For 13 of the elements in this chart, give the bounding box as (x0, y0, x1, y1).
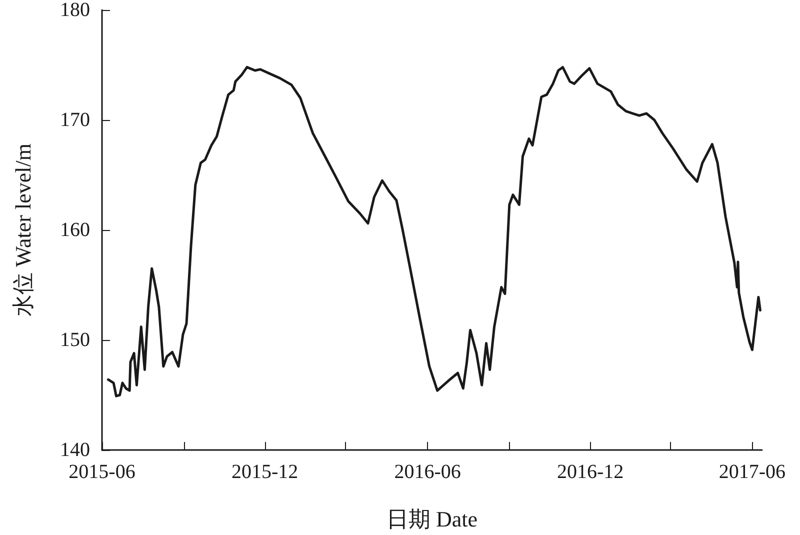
y-tick-label: 150 (60, 329, 90, 351)
x-tick-label: 2015-12 (231, 461, 298, 483)
y-tick-label: 160 (60, 219, 90, 241)
y-axis-title: 水位 Water level/m (10, 144, 36, 316)
x-tick-label: 2015-06 (68, 461, 136, 483)
x-axis-title: 日期 Date (386, 506, 478, 532)
x-tick-label: 2017-06 (718, 461, 786, 483)
y-tick-label: 140 (60, 439, 90, 461)
y-tick-label: 170 (60, 109, 90, 131)
x-tick-label: 2016-06 (394, 461, 461, 483)
line-series (106, 66, 762, 398)
x-tick-label: 2016-12 (556, 461, 624, 483)
y-tick-label: 180 (60, 0, 90, 21)
